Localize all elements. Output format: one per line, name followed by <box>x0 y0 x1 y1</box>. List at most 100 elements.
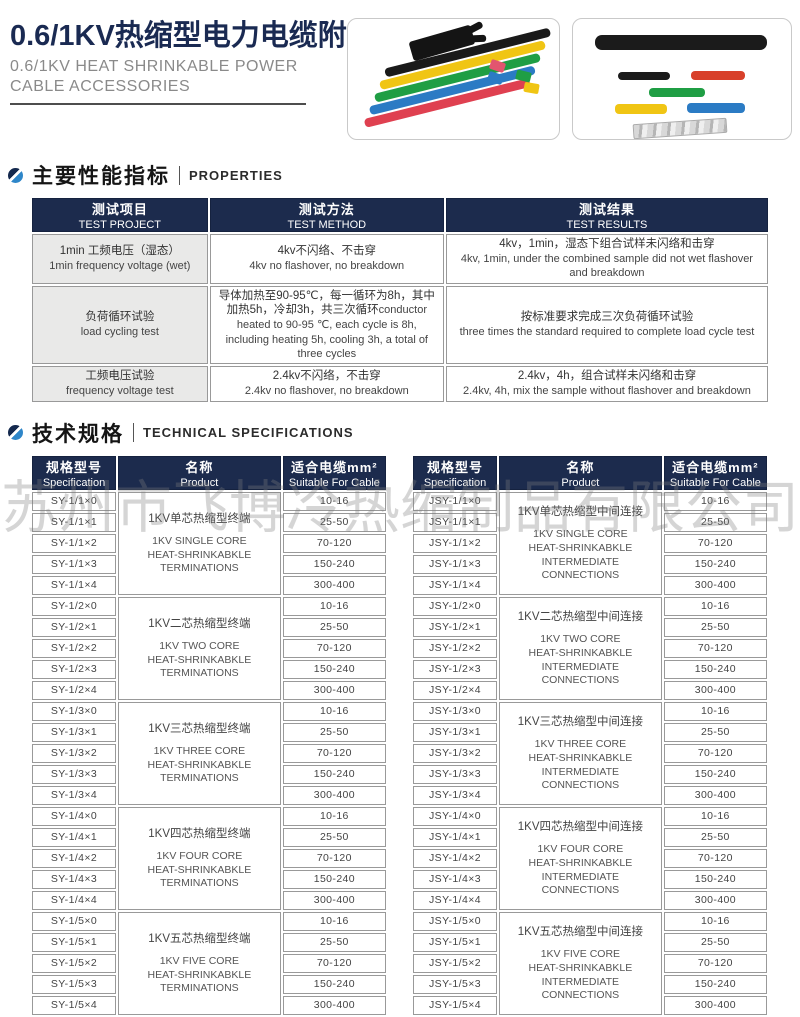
spec-product-cell: 1KV单芯热缩型终端 1KV SINGLE CORE HEAT-SHRINKABKL… <box>118 491 281 595</box>
spec-row: JSY-1/3×1 25-50 <box>413 722 767 742</box>
spec-cable-range-cell: 25-50 <box>282 827 386 847</box>
spec-cable-range-cell: 25-50 <box>663 617 767 637</box>
spec-row: SY-1/4×2 70-120 <box>32 848 386 868</box>
spec-model-cell: SY-1/5×4 <box>32 995 116 1015</box>
spec-row: JSY-1/3×3 150-240 <box>413 764 767 784</box>
properties-row: 负荷循环试验 load cycling test 导体加热至90-95℃，每一循… <box>32 285 768 365</box>
spec-model-cell: SY-1/2×0 <box>32 596 116 616</box>
spec-model-cell: SY-1/3×0 <box>32 701 116 721</box>
spec-col-header: 规格型号 Specification <box>32 455 116 490</box>
spec-product-cell: 1KV三芯热缩型终端 1KV THREE CORE HEAT-SHRINKABKLE… <box>118 701 281 805</box>
spec-product-cell: 1KV四芯热缩型终端 1KV FOUR CORE HEAT-SHRINKABKLE T… <box>118 806 281 910</box>
spec-row: SY-1/1×2 70-120 <box>32 533 386 553</box>
col-header-test-results: 测试结果 TEST RESULTS <box>445 198 768 232</box>
spec-row: JSY-1/2×3 150-240 <box>413 659 767 679</box>
spec-row: JSY-1/1×3 150-240 <box>413 554 767 574</box>
spec-row: JSY-1/2×2 70-120 <box>413 638 767 658</box>
spec-cable-range-cell: 300-400 <box>663 680 767 700</box>
spec-product-cell: 1KV二芯热缩型中间连接 1KV TWO CORE HEAT-SHRINKABKLE… <box>499 596 662 700</box>
cell-result: 4kv，1min，湿态下组合试样未闪络和击穿 4kv, 1min, under … <box>445 234 768 284</box>
section-specifications-header: 技术规格 TECHNICAL SPECIFICATIONS <box>8 420 800 446</box>
spec-cable-range-cell: 300-400 <box>282 680 386 700</box>
spec-model-cell: SY-1/5×2 <box>32 953 116 973</box>
spec-cable-range-cell: 300-400 <box>663 575 767 595</box>
spec-model-cell: SY-1/2×4 <box>32 680 116 700</box>
spec-product-cell: 1KV二芯热缩型终端 1KV TWO CORE HEAT-SHRINKABKLE TE… <box>118 596 281 700</box>
spec-model-cell: SY-1/1×0 <box>32 491 116 511</box>
spec-model-cell: SY-1/1×1 <box>32 512 116 532</box>
spec-model-cell: JSY-1/3×2 <box>413 743 497 763</box>
spec-header-row: 规格型号 Specification 名称 Product 适合电缆mm² Suitabl… <box>32 455 386 490</box>
properties-row: 1min 工频电压（湿态） 1min frequency voltage (we… <box>32 234 768 284</box>
tube-green-small <box>649 88 705 97</box>
section-properties-header: 主要性能指标 PROPERTIES <box>8 162 800 188</box>
spec-model-cell: SY-1/4×0 <box>32 806 116 826</box>
section-bullet-icon <box>8 425 23 441</box>
spec-model-cell: SY-1/2×2 <box>32 638 116 658</box>
spec-model-cell: JSY-1/2×0 <box>413 596 497 616</box>
spec-row: JSY-1/1×1 25-50 <box>413 512 767 532</box>
spec-row: SY-1/1×1 25-50 <box>32 512 386 532</box>
properties-table: 测试项目 TEST PROJECT 测试方法 TEST METHOD 测试结果 … <box>30 196 770 404</box>
title-divider <box>10 103 306 106</box>
spec-model-cell: SY-1/2×1 <box>32 617 116 637</box>
spec-cable-range-cell: 25-50 <box>282 932 386 952</box>
spec-product-cell: 1KV五芯热缩型中间连接 1KV FIVE CORE HEAT-SHRINKABKL… <box>499 911 662 1015</box>
section-bullet-icon <box>8 167 23 183</box>
spec-model-cell: JSY-1/5×1 <box>413 932 497 952</box>
spec-row: SY-1/3×0 1KV三芯热缩型终端 1KV THREE CORE HEAT-SHR… <box>32 701 386 805</box>
spec-cable-range-cell: 150-240 <box>663 869 767 889</box>
cell-result: 按标准要求完成三次负荷循环试验 three times the standard… <box>445 285 768 365</box>
spec-model-cell: SY-1/5×0 <box>32 911 116 931</box>
cell-project: 负荷循环试验 load cycling test <box>32 285 208 365</box>
spec-cable-range-cell: 70-120 <box>282 743 386 763</box>
spec-row: SY-1/3×4 300-400 <box>32 785 386 805</box>
spec-product-cell: 1KV三芯热缩型中间连接 1KV THREE CORE HEAT-SHRINKABK… <box>499 701 662 805</box>
spec-row: JSY-1/1×0 1KV单芯热缩型中间连接 1KV SINGLE CORE HEAT… <box>413 491 767 595</box>
product-photo-connections-kit <box>572 18 792 140</box>
spec-header-row: 规格型号 Specification 名称 Product 适合电缆mm² Suitabl… <box>413 455 767 490</box>
spec-model-cell: JSY-1/2×1 <box>413 617 497 637</box>
spec-cable-range-cell: 150-240 <box>663 554 767 574</box>
spec-model-cell: JSY-1/5×4 <box>413 995 497 1015</box>
tube-black-large <box>595 35 767 50</box>
spec-cable-range-cell: 10-16 <box>663 596 767 616</box>
spec-cable-range-cell: 25-50 <box>282 617 386 637</box>
spec-product-cell: 1KV四芯热缩型中间连接 1KV FOUR CORE HEAT-SHRINKABKL… <box>499 806 662 910</box>
spec-model-cell: JSY-1/4×0 <box>413 806 497 826</box>
spec-model-cell: JSY-1/2×4 <box>413 680 497 700</box>
spec-row: JSY-1/4×1 25-50 <box>413 827 767 847</box>
properties-row: 工频电压试验 frequency voltage test 2.4kv不闪络，不… <box>32 366 768 402</box>
spec-model-cell: SY-1/4×2 <box>32 848 116 868</box>
spec-cable-range-cell: 25-50 <box>282 512 386 532</box>
tube-blue-small <box>687 103 745 113</box>
spec-row: SY-1/4×0 1KV四芯热缩型终端 1KV FOUR CORE HEAT-SHRI… <box>32 806 386 910</box>
spec-cable-range-cell: 25-50 <box>663 932 767 952</box>
spec-product-cell: 1KV五芯热缩型终端 1KV FIVE CORE HEAT-SHRINKABKLE T… <box>118 911 281 1015</box>
spec-row: SY-1/4×4 300-400 <box>32 890 386 910</box>
cell-method: 4kv不闪络、不击穿 4kv no flashover, no breakdow… <box>209 234 444 284</box>
spec-col-header: 规格型号 Specification <box>413 455 497 490</box>
spec-row: SY-1/4×1 25-50 <box>32 827 386 847</box>
spec-cable-range-cell: 25-50 <box>282 722 386 742</box>
spec-col-header: 适合电缆mm² Suitable For Cable <box>282 455 386 490</box>
spec-row: JSY-1/4×3 150-240 <box>413 869 767 889</box>
page-header: 0.6/1KV热缩型电力电缆附件 0.6/1KV HEAT SHRINKABLE… <box>0 12 800 146</box>
spec-cable-range-cell: 10-16 <box>282 701 386 721</box>
spec-row: SY-1/1×0 1KV单芯热缩型终端 1KV SINGLE CORE HEAT-SH… <box>32 491 386 595</box>
spec-model-cell: SY-1/3×4 <box>32 785 116 805</box>
spec-row: JSY-1/2×4 300-400 <box>413 680 767 700</box>
spec-model-cell: SY-1/1×2 <box>32 533 116 553</box>
spec-model-cell: SY-1/4×4 <box>32 890 116 910</box>
spec-cable-range-cell: 300-400 <box>282 575 386 595</box>
spec-model-cell: SY-1/1×3 <box>32 554 116 574</box>
spec-cable-range-cell: 10-16 <box>663 806 767 826</box>
spec-cable-range-cell: 25-50 <box>663 722 767 742</box>
section-title-cn: 主要性能指标 <box>32 165 170 188</box>
spec-col-header: 名称 Product <box>499 455 662 490</box>
spec-cable-range-cell: 150-240 <box>282 554 386 574</box>
spec-cable-range-cell: 70-120 <box>663 743 767 763</box>
spec-cable-range-cell: 10-16 <box>282 596 386 616</box>
spec-cable-range-cell: 10-16 <box>282 806 386 826</box>
spec-model-cell: SY-1/5×3 <box>32 974 116 994</box>
